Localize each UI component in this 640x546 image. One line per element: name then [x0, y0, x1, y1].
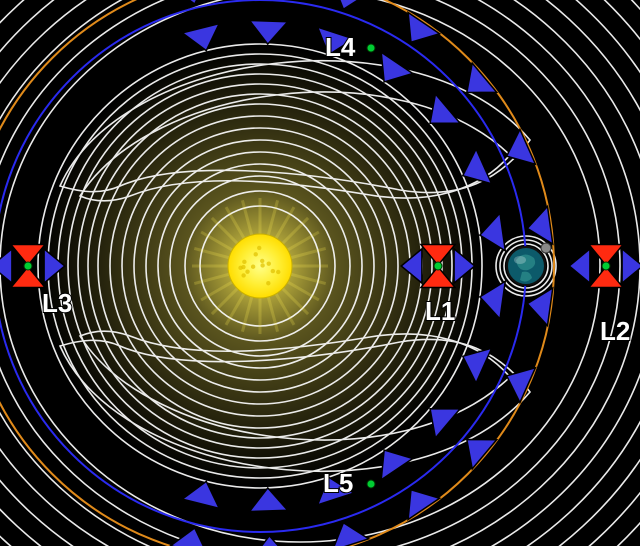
lagrange-diagram: L1 L2 L3 L4 L5 — [0, 0, 640, 546]
diagram-svg — [0, 0, 640, 546]
